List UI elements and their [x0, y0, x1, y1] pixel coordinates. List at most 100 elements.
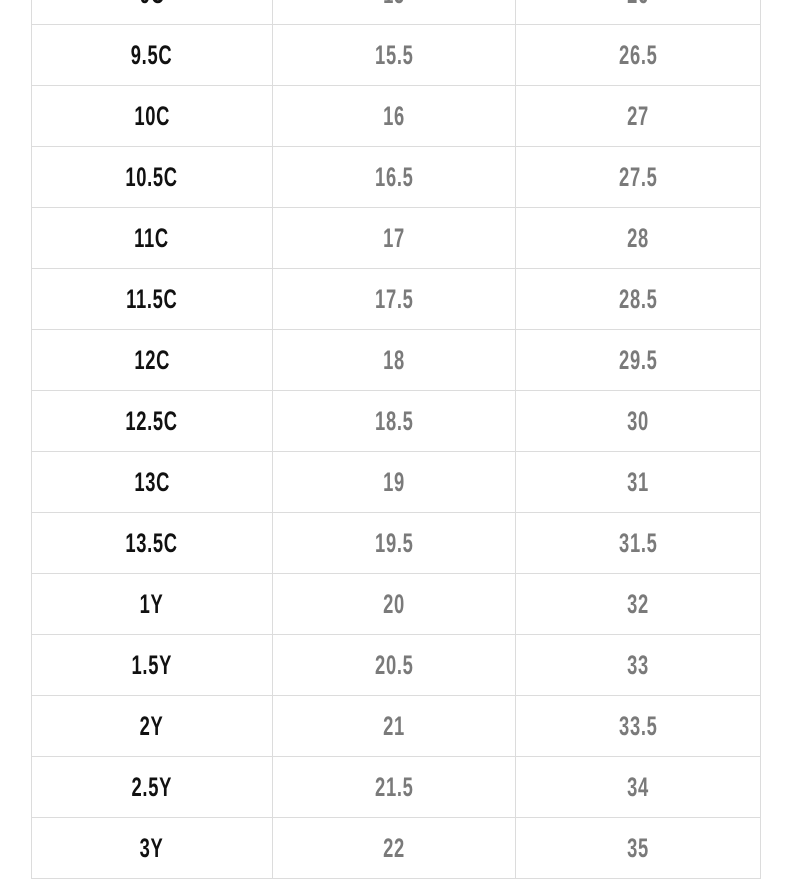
table-cell: 9.5C	[31, 24, 273, 86]
cell-value: 12.5C	[125, 405, 179, 436]
cell-value: 32	[627, 588, 649, 619]
table-row: 11.5C 17.5 28.5	[31, 268, 761, 330]
table-cell: 18.5	[272, 390, 516, 452]
table-cell: 12.5C	[31, 390, 273, 452]
cell-value: 15	[383, 0, 405, 10]
cell-value: 22	[383, 832, 405, 863]
table-row: 9.5C 15.5 26.5	[31, 24, 761, 86]
table-cell: 28	[515, 207, 761, 269]
table-row: 12.5C 18.5 30	[31, 390, 761, 452]
table-cell: 13C	[31, 451, 273, 513]
table-cell: 18	[272, 329, 516, 391]
table-cell: 1.5Y	[31, 634, 273, 696]
table-row: 12C 18 29.5	[31, 329, 761, 391]
cell-value: 30	[627, 405, 649, 436]
cell-value: 2.5Y	[131, 771, 173, 802]
cell-value: 34	[627, 771, 649, 802]
cell-value: 11.5C	[126, 283, 178, 314]
table-cell: 21	[272, 695, 516, 757]
table-cell: 10C	[31, 85, 273, 147]
cell-value: 27.5	[618, 161, 658, 192]
cell-value: 9C	[140, 0, 165, 10]
size-chart-table: 9C 15 26 9.5C 15.5 26.5 10C 16 27 10.5C 16.5 27.5 11…	[31, 0, 761, 879]
table-row: 2.5Y 21.5 34	[31, 756, 761, 818]
cell-value: 28.5	[618, 283, 658, 314]
table-cell: 20.5	[272, 634, 516, 696]
table-row: 1.5Y 20.5 33	[31, 634, 761, 696]
table-cell: 15	[272, 0, 516, 25]
table-cell: 11C	[31, 207, 273, 269]
table-cell: 1Y	[31, 573, 273, 635]
cell-value: 3Y	[140, 832, 164, 863]
table-cell: 9C	[31, 0, 273, 25]
table-cell: 17.5	[272, 268, 516, 330]
table-cell: 35	[515, 817, 761, 879]
table-row: 3Y 22 35	[31, 817, 761, 879]
cell-value: 9.5C	[131, 39, 173, 70]
table-cell: 31.5	[515, 512, 761, 574]
cell-value: 16	[383, 100, 405, 131]
table-cell: 22	[272, 817, 516, 879]
table-cell: 19	[272, 451, 516, 513]
cell-value: 17.5	[374, 283, 414, 314]
cell-value: 19	[383, 466, 405, 497]
table-cell: 27	[515, 85, 761, 147]
table-cell: 30	[515, 390, 761, 452]
cell-value: 18	[383, 344, 405, 375]
cell-value: 1Y	[140, 588, 164, 619]
cell-value: 20.5	[374, 649, 414, 680]
cell-value: 1.5Y	[131, 649, 173, 680]
table-cell: 33	[515, 634, 761, 696]
cell-value: 11C	[134, 222, 170, 253]
table-cell: 32	[515, 573, 761, 635]
table-cell: 31	[515, 451, 761, 513]
table-cell: 2.5Y	[31, 756, 273, 818]
cell-value: 33	[627, 649, 649, 680]
cell-value: 10C	[134, 100, 170, 131]
cell-value: 15.5	[374, 39, 414, 70]
table-cell: 16.5	[272, 146, 516, 208]
table-cell: 20	[272, 573, 516, 635]
cell-value: 2Y	[140, 710, 164, 741]
cell-value: 21.5	[374, 771, 414, 802]
cell-value: 18.5	[374, 405, 414, 436]
cell-value: 16.5	[374, 161, 414, 192]
table-row: 13.5C 19.5 31.5	[31, 512, 761, 574]
table-row: 10.5C 16.5 27.5	[31, 146, 761, 208]
table-cell: 16	[272, 85, 516, 147]
table-cell: 28.5	[515, 268, 761, 330]
cell-value: 26	[627, 0, 649, 10]
table-cell: 34	[515, 756, 761, 818]
table-cell: 11.5C	[31, 268, 273, 330]
cell-value: 28	[627, 222, 649, 253]
cell-value: 20	[383, 588, 405, 619]
cell-value: 29.5	[618, 344, 658, 375]
table-row: 13C 19 31	[31, 451, 761, 513]
cell-value: 13C	[134, 466, 170, 497]
cell-value: 17	[383, 222, 405, 253]
table-row: 9C 15 26	[31, 0, 761, 25]
table-row: 2Y 21 33.5	[31, 695, 761, 757]
table-cell: 21.5	[272, 756, 516, 818]
table-cell: 10.5C	[31, 146, 273, 208]
table-cell: 26	[515, 0, 761, 25]
table-cell: 17	[272, 207, 516, 269]
table-cell: 26.5	[515, 24, 761, 86]
table-cell: 29.5	[515, 329, 761, 391]
cell-value: 33.5	[618, 710, 658, 741]
table-cell: 13.5C	[31, 512, 273, 574]
table-cell: 2Y	[31, 695, 273, 757]
table-row: 11C 17 28	[31, 207, 761, 269]
cell-value: 35	[627, 832, 649, 863]
cell-value: 26.5	[618, 39, 658, 70]
cell-value: 27	[627, 100, 649, 131]
cell-value: 31	[627, 466, 649, 497]
table-cell: 33.5	[515, 695, 761, 757]
cell-value: 31.5	[618, 527, 658, 558]
cell-value: 13.5C	[125, 527, 179, 558]
table-row: 1Y 20 32	[31, 573, 761, 635]
cell-value: 10.5C	[125, 161, 179, 192]
table-cell: 15.5	[272, 24, 516, 86]
table-cell: 27.5	[515, 146, 761, 208]
table-cell: 3Y	[31, 817, 273, 879]
